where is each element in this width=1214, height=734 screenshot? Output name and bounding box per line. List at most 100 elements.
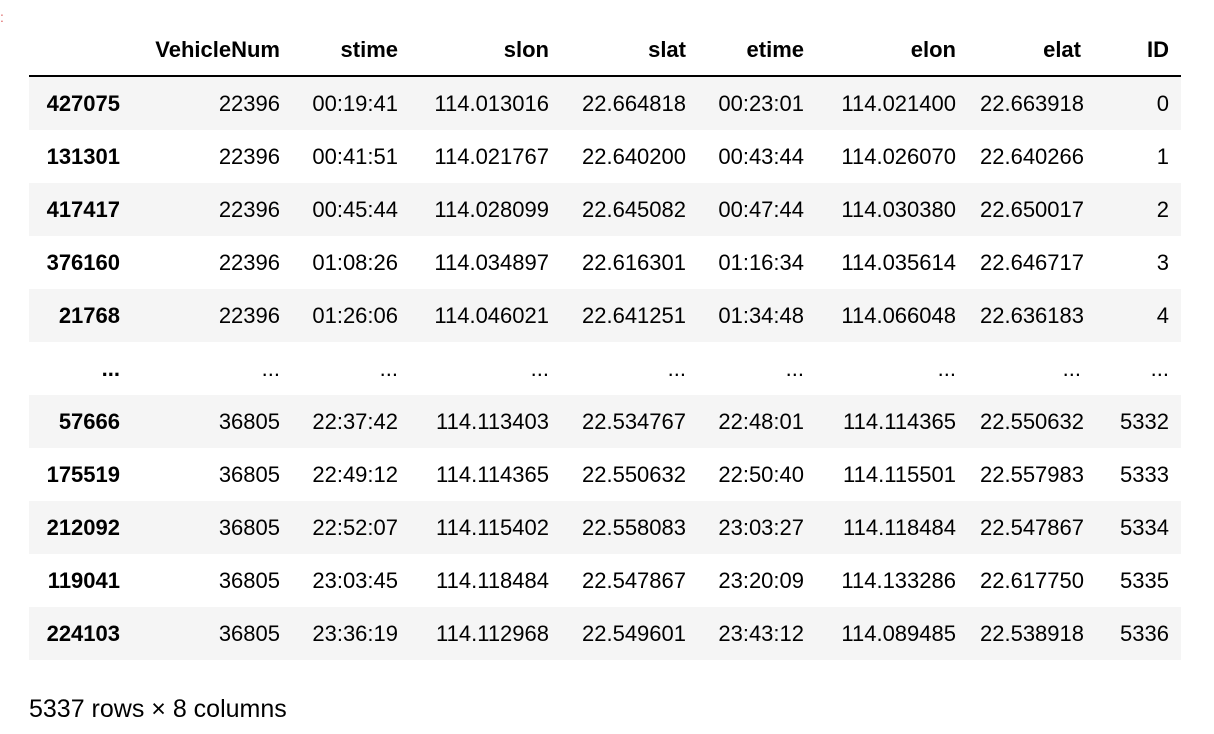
table-cell: 22.646717 [980, 249, 1084, 275]
row-index: 21768 [58, 302, 120, 328]
table-cell: 22396 [218, 90, 280, 116]
table-cell: 22396 [218, 143, 280, 169]
table-cell: 01:08:26 [312, 249, 398, 275]
table-cell: 114.115501 [843, 461, 956, 487]
table-row: 427075 22396 00:19:41 114.013016 22.664818 00… [29, 76, 1181, 130]
table-cell: 23:20:09 [718, 567, 804, 593]
shape-summary: 5337 rows × 8 columns [29, 695, 287, 723]
table-cell: 36805 [218, 461, 280, 487]
column-header: stime [292, 24, 410, 77]
table-row: 417417 22396 00:45:44 114.028099 22.645082 00… [29, 183, 1181, 236]
table-cell: 22.636183 [980, 302, 1084, 328]
table-cell: 114.118484 [843, 514, 956, 540]
table-cell: ... [261, 355, 280, 381]
table-cell: 23:03:45 [312, 567, 398, 593]
table-cell: 00:41:51 [312, 143, 398, 169]
table-cell: ... [667, 355, 686, 381]
table-cell: 22.550632 [582, 461, 686, 487]
row-index: ... [101, 355, 120, 381]
table-cell: 5335 [1120, 567, 1169, 593]
table-cell: 114.021400 [841, 90, 956, 116]
table-cell: 23:43:12 [718, 620, 804, 646]
table-cell: 114.118484 [436, 567, 549, 593]
table-cell: ... [937, 355, 956, 381]
table-cell: 22.538918 [980, 620, 1084, 646]
row-index: 175519 [46, 461, 120, 487]
row-index: 119041 [47, 567, 120, 593]
table-cell: 114.115402 [436, 514, 549, 540]
table-cell: 4 [1156, 302, 1169, 328]
table-cell: 114.026070 [841, 143, 956, 169]
table-cell: ... [1062, 355, 1081, 381]
row-index: 131301 [46, 143, 120, 169]
table-row: 21768 22396 01:26:06 114.046021 22.641251 01:… [29, 289, 1181, 342]
table-cell: 01:26:06 [312, 302, 398, 328]
table-row: ........................... [29, 342, 1181, 395]
table-cell: 5332 [1120, 408, 1169, 434]
table-cell: 114.013016 [434, 90, 549, 116]
table-cell: 114.114365 [436, 461, 549, 487]
table-cell: 114.113403 [436, 408, 549, 434]
row-index: 212092 [46, 514, 120, 540]
cell-prompt-marker: : [0, 9, 4, 25]
index-header [29, 24, 132, 77]
table-cell: 0 [1156, 90, 1169, 116]
table-cell: 22.547867 [582, 567, 686, 593]
table-cell: 5336 [1120, 620, 1169, 646]
table-cell: 22.550632 [980, 408, 1084, 434]
table-cell: 114.034897 [434, 249, 549, 275]
table-cell: 114.028099 [434, 196, 549, 222]
column-header: VehicleNum [132, 24, 292, 77]
table-cell: 114.021767 [434, 143, 549, 169]
table-cell: 22.645082 [582, 196, 686, 222]
table-cell: 00:43:44 [718, 143, 804, 169]
table-cell: 22:50:40 [718, 461, 804, 487]
column-header: ID [1093, 24, 1181, 77]
table-cell: 114.035614 [841, 249, 956, 275]
table-cell: 22396 [218, 249, 280, 275]
column-header: elon [816, 24, 968, 77]
table-cell: 22.549601 [582, 620, 686, 646]
table-row: 175519 36805 22:49:12 114.114365 22.550632 22… [29, 448, 1181, 501]
header-row: VehicleNum stime slon slat etime elon elat ID [29, 24, 1181, 77]
table-cell: 00:45:44 [312, 196, 398, 222]
table-cell: 22.650017 [980, 196, 1084, 222]
table-cell: 00:19:41 [312, 90, 398, 116]
table-cell: 22:48:01 [718, 408, 804, 434]
row-index: 417417 [46, 196, 120, 222]
row-index: 224103 [46, 620, 120, 646]
table-cell: 5334 [1120, 514, 1169, 540]
table-cell: ... [1150, 355, 1169, 381]
table-cell: 36805 [218, 620, 280, 646]
row-index: 376160 [46, 249, 120, 275]
table-cell: 22.534767 [582, 408, 686, 434]
table-cell: 36805 [218, 567, 280, 593]
row-index: 427075 [46, 90, 120, 116]
table-cell: ... [785, 355, 804, 381]
column-header: elat [968, 24, 1093, 77]
table-cell: 22396 [218, 302, 280, 328]
table-cell: 1 [1156, 143, 1169, 169]
dataframe-table: VehicleNum stime slon slat etime elon elat ID 4… [29, 24, 1181, 660]
table-cell: 00:47:44 [718, 196, 804, 222]
table-cell: 22.617750 [980, 567, 1084, 593]
table-row: 119041 36805 23:03:45 114.118484 22.547867 23… [29, 554, 1181, 607]
table-cell: 23:36:19 [312, 620, 398, 646]
table-row: 224103 36805 23:36:19 114.112968 22.549601 23… [29, 607, 1181, 660]
row-index: 57666 [58, 408, 120, 434]
table-cell: 22.616301 [582, 249, 686, 275]
table-cell: 22:49:12 [312, 461, 398, 487]
table-cell: 22:37:42 [312, 408, 398, 434]
table-row: 212092 36805 22:52:07 114.115402 22.558083 23… [29, 501, 1181, 554]
table-cell: 114.133286 [841, 567, 956, 593]
table-cell: 22.664818 [582, 90, 686, 116]
table-cell: 22.557983 [980, 461, 1084, 487]
table-cell: ... [530, 355, 549, 381]
column-header: slon [410, 24, 561, 77]
table-cell: 114.066048 [841, 302, 956, 328]
dataframe-container: VehicleNum stime slon slat etime elon elat ID 4… [29, 24, 1181, 660]
table-cell: 5333 [1120, 461, 1169, 487]
table-cell: 22.641251 [582, 302, 686, 328]
table-cell: 22.547867 [980, 514, 1084, 540]
table-cell: 114.112968 [436, 620, 549, 646]
